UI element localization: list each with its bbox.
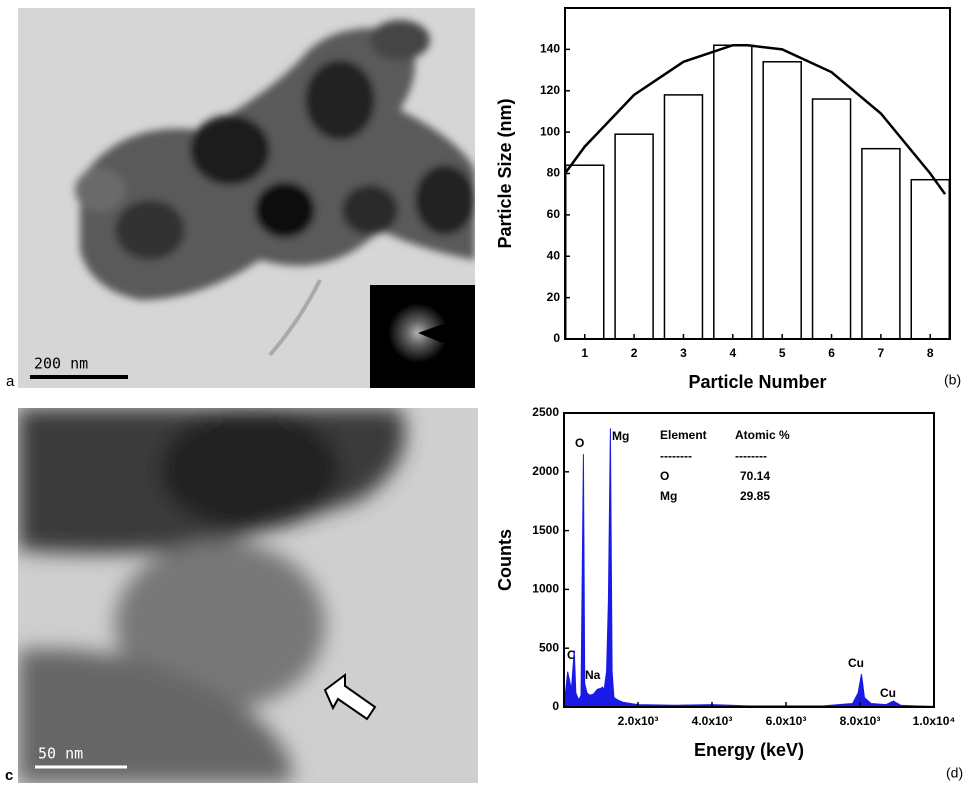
x-tick-label: 1	[581, 346, 588, 360]
y-tick-label: 120	[540, 83, 560, 97]
table-cell: 70.14	[740, 469, 770, 483]
spectrum	[563, 428, 935, 708]
y-tick-label: 500	[539, 640, 559, 654]
y-tick-label: 0	[553, 331, 560, 345]
table-cell: O	[660, 469, 669, 483]
y-tick-label: 2500	[532, 405, 559, 419]
panel-label: a	[6, 373, 15, 390]
x-tick-label: 4.0x10³	[692, 714, 733, 728]
y-tick-label: 1500	[532, 523, 559, 537]
x-tick-label: 3	[680, 346, 687, 360]
x-tick-label: 8.0x10³	[840, 714, 881, 728]
table-rule: --------	[660, 449, 692, 463]
y-axis-title: Counts	[495, 529, 515, 591]
bar	[564, 164, 605, 340]
table-cell: 29.85	[740, 489, 770, 503]
x-tick-label: 7	[878, 346, 885, 360]
panel-label: (b)	[944, 372, 961, 388]
peak-label: Na	[585, 668, 601, 682]
peak-label: Mg	[612, 429, 629, 443]
fit-curve	[563, 43, 947, 195]
y-tick-label: 20	[547, 290, 561, 304]
y-tick-label: 60	[547, 207, 561, 221]
y-tick-label: 1000	[532, 582, 559, 596]
table-header: Element	[660, 428, 707, 442]
tem-image-a	[18, 8, 475, 388]
x-tick-label: 5	[779, 346, 786, 360]
panel-label: (d)	[946, 765, 963, 781]
y-axis-title: Particle Size (nm)	[495, 98, 515, 248]
x-axis-title: Energy (keV)	[694, 740, 804, 760]
table-header: Atomic %	[735, 428, 790, 442]
bar	[910, 178, 951, 340]
bar	[713, 44, 753, 340]
table-cell: Mg	[660, 489, 677, 503]
peak-label: C	[567, 648, 576, 662]
x-tick-label: 6	[828, 346, 835, 360]
plot-frame	[563, 412, 935, 708]
bar	[614, 133, 654, 340]
y-tick-label: 100	[540, 124, 560, 138]
annotations: C O Na Mg Cu Cu Element Atomic % -------…	[567, 428, 896, 700]
peak-label: Cu	[880, 686, 896, 700]
bar	[811, 98, 852, 340]
peak-label: Cu	[848, 656, 864, 670]
table-rule: --------	[735, 449, 767, 463]
y-tick-label: 80	[547, 166, 561, 180]
panel-label: c	[5, 767, 13, 784]
tem-image-c	[18, 408, 478, 783]
peak-label: O	[575, 436, 584, 450]
bar	[762, 61, 802, 340]
scale-label: 200 nm	[34, 355, 88, 373]
x-tick-label: 4	[729, 346, 736, 360]
y-tick-label: 2000	[532, 464, 559, 478]
bar	[861, 147, 901, 340]
x-tick-label: 1.0x10⁴	[913, 714, 956, 728]
y-tick-label: 140	[540, 42, 560, 56]
x-tick-label: 2.0x10³	[618, 714, 659, 728]
y-tick-label: 0	[552, 699, 559, 713]
x-tick-label: 6.0x10³	[766, 714, 807, 728]
scale-label: 50 nm	[38, 745, 83, 763]
x-axis-title: Particle Number	[688, 372, 826, 392]
x-tick-label: 2	[631, 346, 638, 360]
y-tick-label: 40	[547, 248, 561, 262]
x-tick-label: 8	[927, 346, 934, 360]
bar	[663, 94, 704, 340]
